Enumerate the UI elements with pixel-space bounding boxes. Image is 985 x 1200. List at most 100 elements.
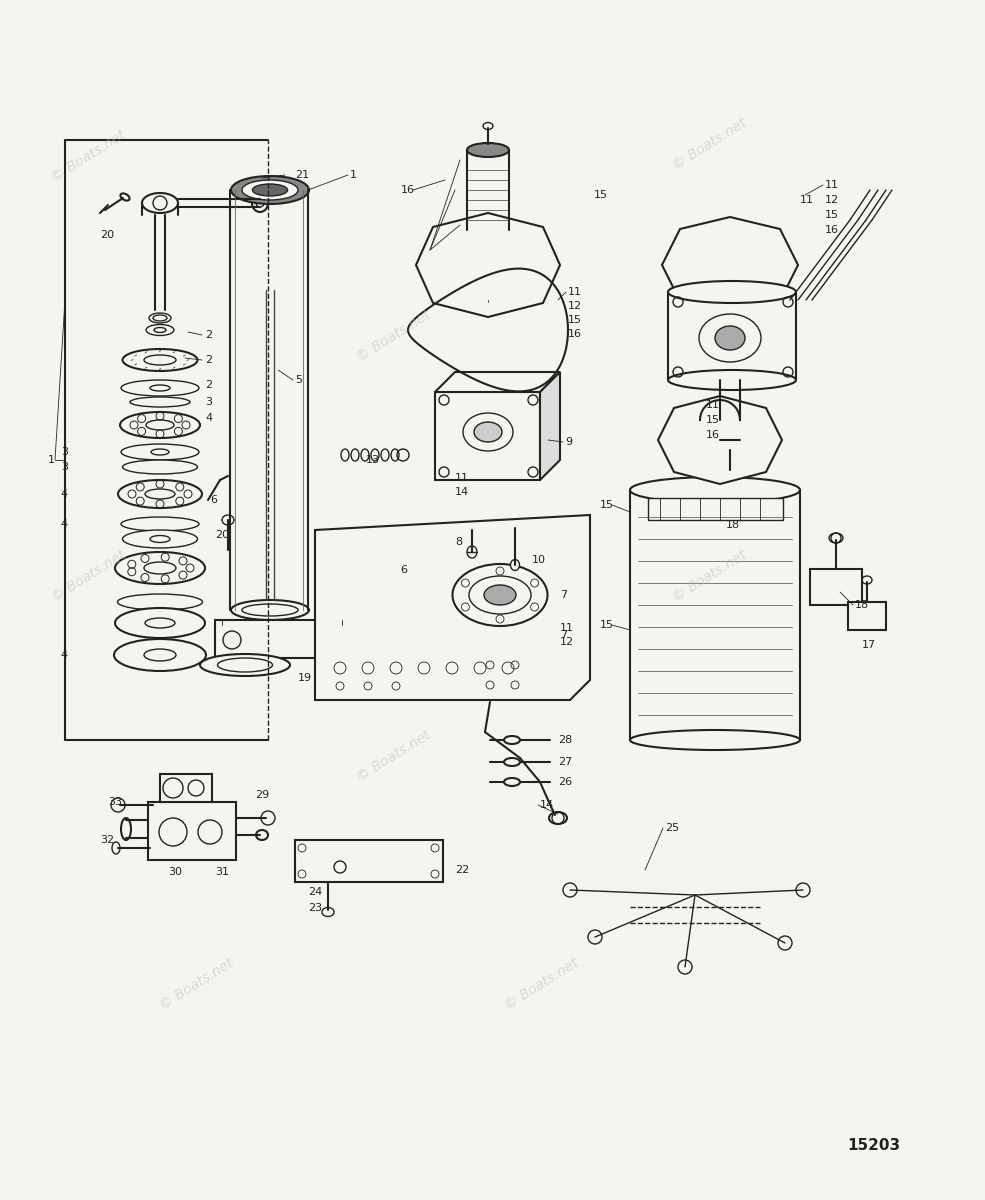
Text: 11: 11 — [568, 287, 582, 296]
Ellipse shape — [146, 324, 174, 336]
Text: 1: 1 — [48, 455, 55, 464]
Text: © Boats.net: © Boats.net — [49, 127, 128, 185]
Text: 24: 24 — [308, 887, 322, 898]
Text: 3: 3 — [205, 397, 212, 407]
Text: 2: 2 — [205, 355, 212, 365]
Ellipse shape — [504, 778, 520, 786]
Text: 5: 5 — [295, 374, 302, 385]
Text: 26: 26 — [558, 778, 572, 787]
Ellipse shape — [630, 476, 800, 503]
Bar — [648, 498, 783, 520]
Text: 29: 29 — [255, 790, 269, 800]
Ellipse shape — [252, 194, 268, 212]
Ellipse shape — [242, 180, 298, 200]
Text: 15: 15 — [568, 314, 582, 325]
Text: 6: 6 — [400, 565, 407, 575]
Bar — [668, 292, 796, 380]
Text: 4: 4 — [205, 413, 212, 422]
Text: 15: 15 — [825, 210, 839, 220]
Ellipse shape — [630, 730, 800, 750]
Text: 2: 2 — [205, 380, 212, 390]
Ellipse shape — [149, 313, 171, 323]
Polygon shape — [315, 515, 590, 700]
Ellipse shape — [668, 370, 796, 390]
Text: 4: 4 — [61, 490, 68, 499]
Text: 17: 17 — [862, 640, 876, 650]
Text: 13: 13 — [366, 455, 380, 464]
Ellipse shape — [122, 530, 198, 548]
Text: 7: 7 — [560, 630, 567, 640]
Bar — [630, 490, 800, 740]
Text: 4: 4 — [61, 650, 68, 660]
Text: 20: 20 — [100, 230, 114, 240]
Ellipse shape — [467, 143, 509, 157]
Text: 33: 33 — [108, 797, 122, 806]
Text: 11: 11 — [560, 623, 574, 634]
Ellipse shape — [115, 608, 205, 638]
Text: 1: 1 — [350, 170, 357, 180]
Text: 15: 15 — [600, 620, 614, 630]
Ellipse shape — [504, 736, 520, 744]
Ellipse shape — [115, 552, 205, 584]
Ellipse shape — [122, 349, 198, 371]
Bar — [215, 620, 345, 658]
Text: © Boats.net: © Boats.net — [670, 547, 749, 605]
Text: 11: 11 — [825, 180, 839, 190]
Text: © Boats.net: © Boats.net — [355, 727, 433, 785]
Bar — [848, 602, 886, 630]
Text: 15: 15 — [600, 500, 614, 510]
Ellipse shape — [322, 907, 334, 917]
Ellipse shape — [829, 533, 843, 542]
Text: 3: 3 — [61, 462, 68, 472]
Ellipse shape — [118, 480, 202, 508]
Ellipse shape — [668, 281, 796, 302]
Text: 12: 12 — [568, 301, 582, 311]
Ellipse shape — [121, 818, 131, 840]
Text: 8: 8 — [455, 538, 462, 547]
Text: 32: 32 — [100, 835, 114, 845]
Ellipse shape — [724, 468, 736, 476]
Ellipse shape — [200, 654, 290, 676]
Text: 4: 4 — [61, 518, 68, 529]
Ellipse shape — [720, 434, 740, 445]
Text: 12: 12 — [825, 194, 839, 205]
Text: 10: 10 — [532, 554, 546, 565]
Text: 11: 11 — [706, 400, 720, 410]
Polygon shape — [435, 372, 560, 392]
Ellipse shape — [452, 564, 548, 626]
Text: 21: 21 — [295, 170, 309, 180]
Text: 9: 9 — [565, 437, 572, 446]
Ellipse shape — [114, 638, 206, 671]
Text: 12: 12 — [560, 637, 574, 647]
Text: 11: 11 — [455, 473, 469, 482]
Text: 2: 2 — [205, 330, 212, 340]
Bar — [295, 840, 443, 882]
Ellipse shape — [121, 444, 199, 460]
Text: © Boats.net: © Boats.net — [502, 955, 581, 1013]
Text: 28: 28 — [558, 734, 572, 745]
Text: © Boats.net: © Boats.net — [670, 115, 749, 173]
Text: 31: 31 — [215, 866, 229, 877]
Text: 14: 14 — [455, 487, 469, 497]
Ellipse shape — [504, 758, 520, 766]
Bar — [810, 569, 862, 605]
Ellipse shape — [715, 326, 745, 350]
Ellipse shape — [122, 460, 198, 474]
Text: © Boats.net: © Boats.net — [49, 547, 128, 605]
Ellipse shape — [474, 422, 502, 442]
Text: 23: 23 — [308, 902, 322, 913]
Text: 16: 16 — [825, 226, 839, 235]
Text: 7: 7 — [560, 590, 567, 600]
Text: 16: 16 — [401, 185, 415, 194]
Text: © Boats.net: © Boats.net — [355, 307, 433, 365]
Text: 6: 6 — [210, 494, 217, 505]
Ellipse shape — [467, 223, 509, 236]
Text: 15: 15 — [706, 415, 720, 425]
Text: 15: 15 — [594, 190, 608, 200]
Text: 22: 22 — [455, 865, 469, 875]
Ellipse shape — [117, 594, 203, 610]
Ellipse shape — [142, 193, 178, 214]
Bar — [160, 774, 212, 802]
Polygon shape — [416, 214, 560, 317]
Ellipse shape — [510, 559, 519, 570]
